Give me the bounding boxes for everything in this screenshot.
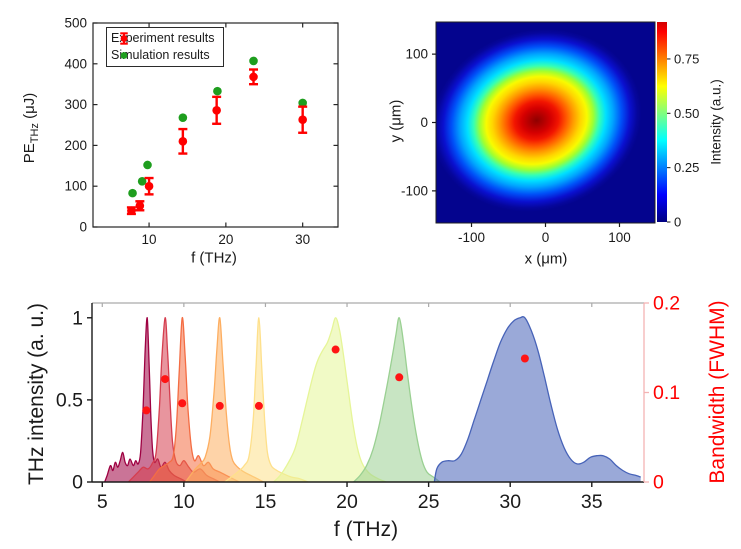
- y-tick-right-label: 0: [653, 472, 664, 494]
- x-tick-label: 30: [499, 491, 521, 513]
- y-tick-label: 100: [405, 47, 428, 62]
- spectra-y-axis-label: THz intensity (a. u.): [25, 302, 48, 486]
- colorbar-tick-label: 0: [674, 215, 681, 230]
- y-tick-label: 200: [64, 138, 87, 153]
- x-tick-label: 0: [542, 230, 550, 245]
- spectrum-outline: [353, 317, 441, 483]
- bandwidth-point: [254, 401, 263, 410]
- bandwidth-point: [178, 399, 187, 408]
- spectrum-fill: [224, 317, 308, 482]
- spectrum-fill: [434, 316, 641, 482]
- simulation-point: [137, 177, 147, 186]
- y-tick-right-label: 0.1: [653, 382, 680, 404]
- colorbar-label: Intensity (a.u.): [708, 79, 724, 165]
- simulation-point: [213, 86, 222, 96]
- x-tick-label: -100: [458, 230, 485, 245]
- x-tick-label: 5: [97, 491, 108, 513]
- y-tick-label: 0: [79, 220, 87, 235]
- bandwidth-axis-label: Bandwidth (FWHM): [706, 300, 729, 484]
- y-tick-label: 500: [64, 16, 87, 31]
- x-tick-label: 100: [608, 230, 631, 245]
- energy-x-axis-label: f (THz): [191, 249, 237, 267]
- y-tick-label: 100: [64, 179, 87, 194]
- y-tick-label: 400: [64, 56, 87, 71]
- x-tick-label: 10: [142, 232, 157, 247]
- spectrum-fill: [273, 317, 387, 482]
- spectrum-fill: [185, 317, 264, 482]
- x-tick-label: 30: [295, 232, 310, 247]
- beam-x-axis-label: x (μm): [524, 250, 568, 268]
- bandwidth-point: [161, 375, 170, 384]
- errorbar-marker-icon: [120, 31, 128, 45]
- dot-marker-icon: [120, 51, 128, 59]
- bandwidth-point: [215, 401, 224, 410]
- axes-box: [92, 22, 339, 228]
- experiment-point: [298, 115, 307, 124]
- simulation-point: [143, 160, 152, 170]
- x-tick-label: 15: [255, 491, 277, 513]
- colorbar-tick-label: 0.50: [674, 106, 699, 121]
- legend-item-experiment: Experiment results: [111, 30, 215, 46]
- simulation-point: [298, 98, 307, 108]
- bandwidth-point: [520, 354, 529, 363]
- energy-y-label-sub: THz: [29, 123, 41, 144]
- legend: Experiment results Simulation results: [106, 27, 224, 67]
- spectrum-fill: [353, 317, 440, 482]
- beam-y-axis-label: y (μm): [387, 99, 405, 143]
- y-tick-left-label: 1: [72, 307, 83, 329]
- spectra-x-axis-label: f (THz): [333, 518, 399, 541]
- y-tick-left-label: 0.5: [56, 389, 83, 411]
- spectrum-outline: [433, 316, 641, 483]
- experiment-point: [135, 201, 145, 211]
- experiment-point: [144, 181, 154, 191]
- experiment-point: [178, 137, 188, 146]
- simulation-point: [128, 188, 137, 198]
- y-tick-label: 300: [64, 97, 87, 112]
- y-tick-left-label: 0: [72, 472, 83, 494]
- spectrum-outline: [273, 317, 387, 483]
- spectrum-fill: [104, 317, 188, 482]
- simulation-point: [178, 113, 188, 122]
- colorbar-tick-label: 0.25: [674, 160, 699, 175]
- x-tick-label: 20: [218, 232, 233, 247]
- y-tick-right-label: 0.2: [653, 293, 680, 315]
- simulation-point: [249, 56, 258, 66]
- x-tick-label: 10: [173, 491, 195, 513]
- x-tick-label: 35: [581, 491, 603, 513]
- energy-y-axis-label: PETHz (μJ): [21, 93, 41, 164]
- experiment-point: [212, 106, 221, 115]
- colorbar: [657, 22, 667, 222]
- bandwidth-point: [395, 373, 404, 382]
- energy-y-label-unit: (μJ): [21, 92, 38, 119]
- y-tick-label: -100: [401, 183, 428, 198]
- experiment-point: [249, 72, 258, 82]
- bandwidth-point: [142, 406, 151, 415]
- colorbar-tick-label: 0.75: [674, 51, 699, 66]
- legend-item-simulation: Simulation results: [111, 47, 215, 63]
- x-tick-label: 25: [418, 491, 440, 513]
- experiment-point: [127, 206, 136, 215]
- energy-y-label-main: PE: [21, 143, 38, 164]
- beam-profile-plot: -100 0 100 -100 0 100 0 0.25 0.50 0.75: [401, 21, 699, 245]
- beam-spot: [436, 29, 642, 212]
- legend-label-simulation: Simulation results: [111, 48, 210, 62]
- bandwidth-point: [331, 345, 340, 354]
- y-tick-label: 0: [420, 115, 428, 130]
- legend-label-experiment: Experiment results: [111, 31, 215, 45]
- x-tick-label: 20: [336, 491, 358, 513]
